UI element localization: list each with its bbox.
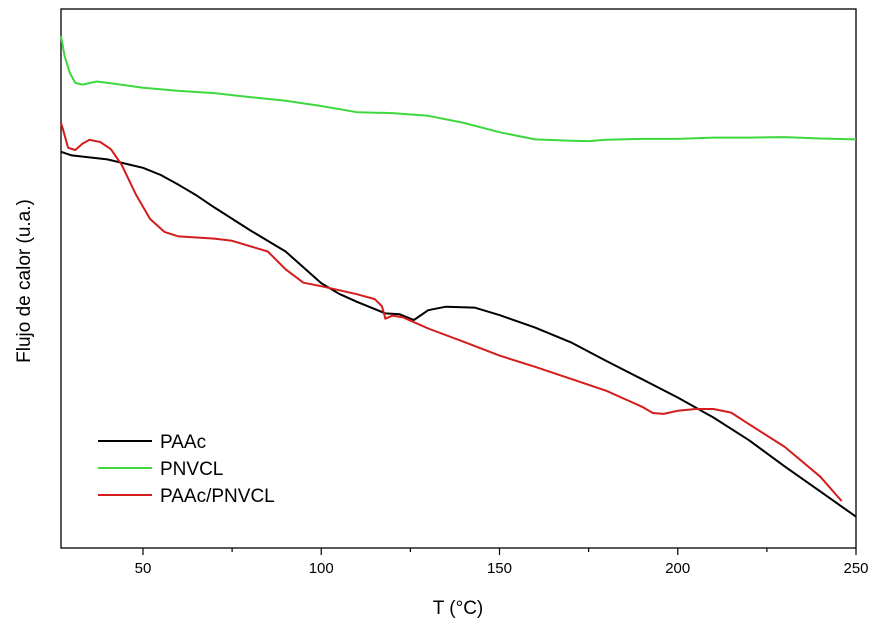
plot-frame: [60, 8, 857, 549]
x-tick-label: 250: [843, 560, 868, 577]
legend-label: PNVCL: [160, 459, 223, 480]
series-line-paac: [60, 150, 857, 518]
x-axis-title: T (°C): [433, 598, 484, 619]
series-line-pnvcl: [60, 35, 857, 143]
series-line-paac-pnvcl: [60, 122, 843, 502]
x-tick-label: 50: [135, 560, 152, 577]
legend: PAAc PNVCL PAAc/PNVCL: [98, 432, 275, 507]
legend-label: PAAc: [160, 432, 206, 453]
y-axis-title: Flujo de calor (u.a.): [14, 199, 35, 363]
x-tick-label: 100: [309, 560, 334, 577]
x-axis-ticks: 50 100 150 200 250: [135, 548, 869, 577]
legend-label: PAAc/PNVCL: [160, 486, 275, 507]
x-tick-label: 150: [487, 560, 512, 577]
series-lines: [60, 35, 857, 518]
x-tick-label: 200: [665, 560, 690, 577]
